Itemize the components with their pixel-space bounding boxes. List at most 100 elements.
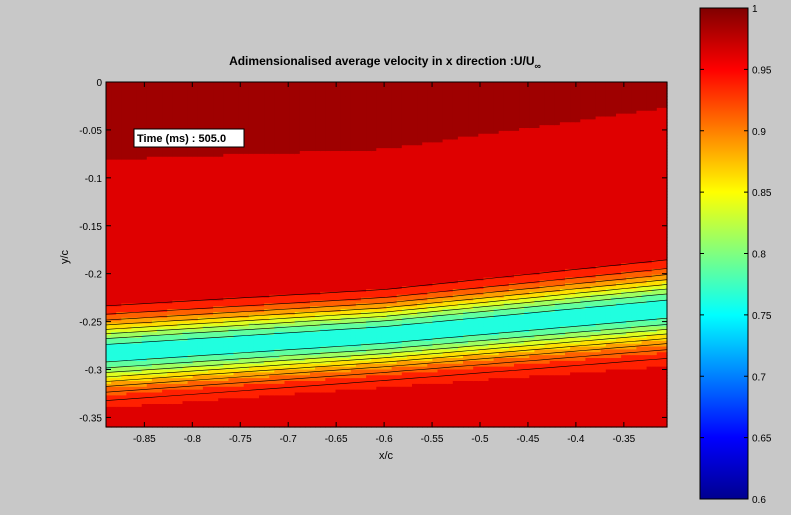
contour-cell — [248, 151, 255, 155]
contour-cell — [141, 188, 148, 192]
contour-cell — [131, 199, 138, 204]
contour-cell — [269, 268, 275, 273]
contour-cell — [157, 383, 163, 388]
contour-cell — [146, 323, 153, 327]
contour-cell — [106, 317, 112, 322]
contour-cell — [243, 220, 250, 224]
contour-cell — [131, 300, 138, 304]
contour-cell — [121, 84, 127, 89]
contour-cell — [116, 122, 122, 126]
contour-cell — [162, 119, 168, 123]
contour-cell — [177, 125, 184, 129]
contour-cell — [218, 297, 224, 302]
contour-cell — [197, 194, 204, 198]
contour-cell — [187, 412, 194, 417]
contour-cell — [116, 415, 122, 419]
contour-cell — [218, 153, 224, 158]
contour-cell — [151, 222, 158, 227]
contour-cell — [157, 162, 163, 166]
contour-cell — [121, 398, 127, 402]
contour-cell — [248, 300, 255, 304]
contour-cell — [233, 277, 240, 281]
contour-cell — [187, 205, 194, 210]
contour-cell — [192, 297, 199, 302]
contour-cell — [197, 165, 204, 169]
contour-cell — [192, 245, 199, 250]
contour-cell — [238, 202, 245, 207]
contour-cell — [243, 337, 250, 342]
contour-cell — [157, 260, 163, 264]
contour-cell — [274, 291, 280, 296]
contour-cell — [192, 372, 199, 376]
contour-cell — [116, 171, 122, 175]
contour-cell — [131, 188, 138, 192]
contour-cell — [218, 185, 224, 189]
contour-cell — [121, 130, 127, 135]
contour-cell — [218, 335, 224, 339]
contour-cell — [141, 317, 148, 322]
contour-cell — [126, 153, 133, 158]
contour-cell — [146, 381, 153, 385]
contour-cell — [208, 122, 214, 126]
contour-cell — [121, 90, 127, 95]
contour-cell — [243, 245, 250, 250]
contour-cell — [213, 415, 219, 419]
contour-cell — [238, 424, 245, 428]
contour-cell — [177, 303, 184, 307]
contour-cell — [228, 90, 235, 95]
contour-cell — [106, 300, 112, 304]
contour-cell — [264, 306, 270, 310]
contour-cell — [243, 182, 250, 187]
contour-cell — [106, 404, 112, 408]
contour-cell — [274, 358, 280, 362]
contour-cell — [253, 119, 260, 123]
contour-cell — [253, 386, 260, 391]
contour-cell — [157, 268, 163, 273]
contour-cell — [208, 395, 214, 399]
contour-cell — [253, 113, 260, 118]
contour-cell — [146, 389, 153, 394]
contour-cell — [213, 174, 219, 178]
contour-cell — [126, 312, 133, 316]
contour-cell — [126, 82, 133, 86]
contour-cell — [141, 110, 148, 115]
contour-cell — [136, 182, 143, 187]
contour-cell — [213, 392, 219, 396]
contour-cell — [228, 383, 235, 388]
contour-cell — [228, 116, 235, 120]
contour-cell — [116, 375, 122, 379]
contour-cell — [167, 378, 173, 382]
contour-cell — [248, 337, 255, 342]
contour-cell — [223, 179, 229, 184]
contour-cell — [136, 99, 143, 103]
contour-cell — [202, 82, 209, 86]
contour-cell — [228, 355, 235, 359]
contour-cell — [172, 122, 178, 126]
contour-cell — [197, 231, 204, 235]
contour-cell — [202, 257, 209, 261]
contour-cell — [136, 174, 143, 178]
contour-cell — [243, 312, 250, 316]
contour-cell — [238, 217, 245, 221]
contour-cell — [126, 303, 133, 307]
contour-cell — [218, 237, 224, 241]
contour-cell — [202, 254, 209, 258]
contour-cell — [253, 389, 260, 394]
contour-cell — [243, 317, 250, 322]
contour-cell — [223, 113, 229, 118]
contour-cell — [146, 263, 153, 267]
contour-cell — [121, 312, 127, 316]
contour-cell — [197, 389, 204, 394]
contour-cell — [106, 168, 112, 172]
contour-cell — [151, 248, 158, 253]
contour-cell — [116, 162, 122, 166]
contour-cell — [238, 208, 245, 212]
contour-cell — [228, 406, 235, 411]
contour-cell — [192, 107, 199, 112]
contour-cell — [187, 168, 194, 172]
contour-cell — [253, 211, 260, 215]
contour-cell — [151, 214, 158, 218]
contour-cell — [274, 266, 280, 270]
contour-cell — [238, 320, 245, 325]
contour-cell — [238, 102, 245, 106]
